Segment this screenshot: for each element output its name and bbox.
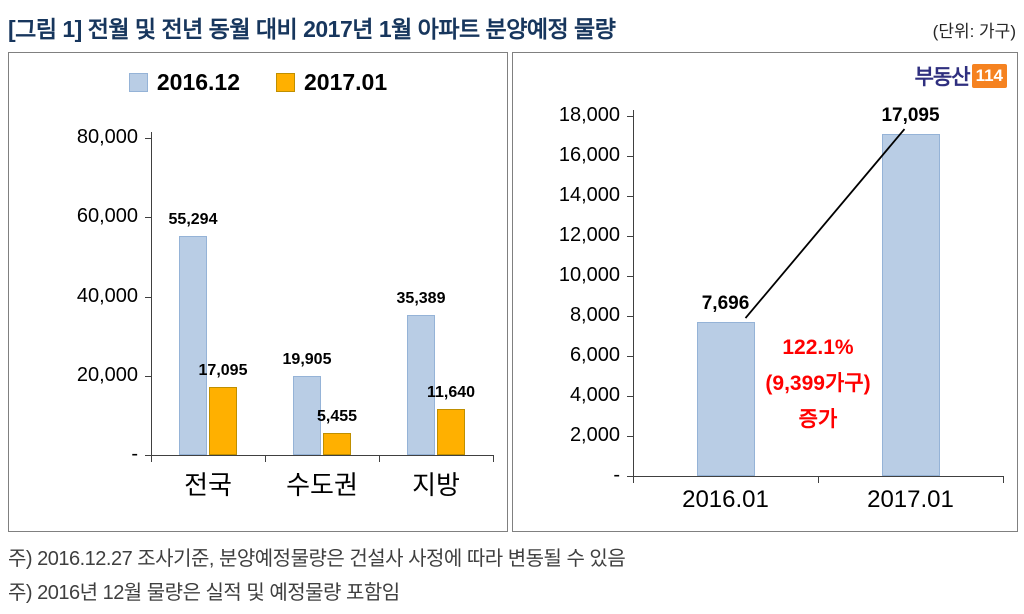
legend-label: 2016.12 [156,69,240,95]
y-axis-line [151,132,152,455]
x-axis-tick [493,455,494,462]
legend-label: 2017.01 [304,69,388,95]
header: [그림 1] 전월 및 전년 동월 대비 2017년 1월 아파트 분양예정 물… [0,0,1024,46]
footnote-2: 주) 2016년 12월 물량은 실적 및 예정물량 포함임 [8,582,400,604]
annotation-line: (9,399가구) [765,372,871,396]
y-axis-label: - [613,464,620,486]
y-axis-label: 2,000 [569,424,620,446]
x-axis-tick [265,455,266,462]
bar [407,314,435,455]
bar-value-label: 35,389 [396,289,446,307]
y-axis-label: 10,000 [558,264,620,286]
annotation-line: 122.1% [782,336,854,360]
y-axis-label: 40,000 [76,284,138,307]
x-axis-tick [818,476,819,483]
x-axis-label: 2016.01 [682,486,769,513]
bar-value-label: 11,640 [426,383,476,401]
y-axis-label: 4,000 [569,384,620,406]
x-axis-tick [151,455,152,462]
y-axis-label: 80,000 [76,126,138,148]
y-axis-tick [627,276,633,277]
y-axis-label: 14,000 [558,184,620,206]
y-axis-line [633,110,634,476]
charts-row: 2016.12 2017.01 - 20,000 40,000 60,000 80,000… [8,52,1024,532]
x-axis-tick [379,455,380,462]
bar [179,235,207,455]
y-axis-tick [627,436,633,437]
x-axis-line [151,455,494,456]
y-axis-tick [145,375,151,377]
y-axis-tick [627,356,633,357]
y-axis-tick [145,296,151,298]
bar-value-label: 5,455 [316,408,358,426]
y-axis-tick [627,476,633,477]
unit-label: (단위: 가구) [932,22,1016,41]
legend-item: 2016.12 [128,69,240,96]
bar-value-label: 55,294 [168,210,218,228]
x-axis-tick [633,476,634,483]
y-axis-tick [627,316,633,317]
y-axis-tick [145,217,151,219]
bar [293,376,321,455]
y-axis-label: 16,000 [558,144,620,166]
brand-name-label: 부동산 [914,66,971,89]
annotation-line: 증가 [798,408,838,432]
x-axis-label: 수도권 [286,470,358,500]
bar-value-label: 17,095 [198,362,248,380]
y-axis-label: 20,000 [76,363,138,386]
footnote-1: 주) 2016.12.27 조사기준, 분양예정물량은 건설사 사정에 따라 변… [8,548,626,570]
y-axis-tick [627,396,633,397]
footnotes: 주) 2016.12.27 조사기준, 분양예정물량은 건설사 사정에 따라 변… [8,542,1024,605]
x-axis-label: 지방 [412,470,460,500]
x-axis-label: 전국 [184,470,232,500]
bar [696,322,755,476]
y-axis-label: - [131,443,138,465]
grouped-bar-chart: - 20,000 40,000 60,000 80,000 전국 55,294 17,095 수… [9,53,507,531]
yoy-bar-chart: - 2,000 4,000 6,000 8,000 10,000 12,000 14,000 1… [513,53,1017,531]
y-axis-label: 8,000 [569,304,620,326]
brand-number-badge: 114 [971,64,1007,88]
legend-swatch-icon [128,73,148,92]
y-axis-tick [627,196,633,197]
legend-swatch-icon [276,73,295,92]
x-axis-label: 2017.01 [867,486,954,513]
bar [209,387,237,455]
y-axis-label: 12,000 [558,224,620,246]
bar-value-label: 17,095 [881,105,940,127]
monthly-comparison-chart-panel: 2016.12 2017.01 - 20,000 40,000 60,000 80,000… [8,52,508,532]
y-axis-tick [145,455,151,456]
bar-value-label: 19,905 [282,351,332,369]
y-axis-label: 60,000 [76,205,138,228]
y-axis-tick [145,138,151,139]
y-axis-tick [627,236,633,237]
yearly-comparison-chart-panel: 부동산 114 - 2,000 4,000 6,000 8,000 10,000 12,00… [512,52,1018,532]
bar [323,433,351,455]
increase-annotation: 122.1% (9,399가구) 증가 [718,330,918,438]
brand-logo: 부동산 114 [915,61,1007,91]
bar [437,408,465,455]
chart-legend: 2016.12 2017.01 [9,69,507,96]
y-axis-label: 18,000 [558,104,620,126]
legend-item: 2017.01 [276,69,387,96]
bar-value-label: 7,696 [701,293,750,315]
y-axis-label: 6,000 [569,344,620,366]
page-title: [그림 1] 전월 및 전년 동월 대비 2017년 1월 아파트 분양예정 물… [8,16,616,42]
x-axis-tick [1003,476,1004,483]
y-axis-tick [627,156,633,157]
y-axis-tick [627,116,633,117]
